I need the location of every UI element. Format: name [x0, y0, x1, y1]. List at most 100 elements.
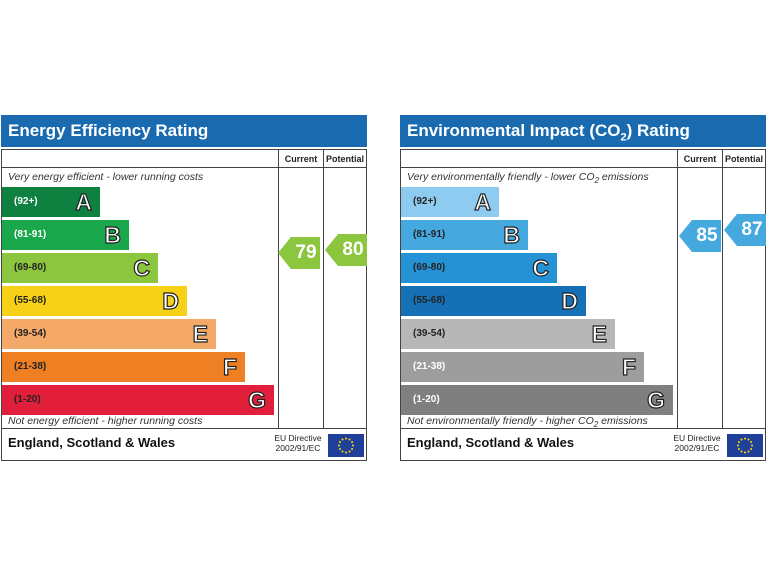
- band-d: (55-68) D: [401, 286, 586, 316]
- footer-divider: [401, 428, 765, 429]
- band-range-label: (1-20): [14, 394, 41, 405]
- band-f: (21-38) F: [2, 352, 245, 382]
- band-letter: G: [647, 386, 666, 413]
- top-note-subscript: 2: [594, 176, 599, 186]
- eu-flag-star: [345, 451, 347, 454]
- eu-flag-star: [747, 450, 750, 453]
- band-letter: B: [104, 221, 122, 248]
- band-range-label: (81-91): [413, 229, 446, 240]
- environmental-impact-panel: Environmental Impact (CO2) Rating Curren…: [400, 115, 766, 461]
- band-letter: B: [503, 221, 521, 248]
- top-note-main: Very environmentally friendly - lower CO: [407, 171, 595, 183]
- potential-header: Potential: [325, 154, 364, 164]
- eu-directive-line2: 2002/91/EC: [275, 443, 321, 453]
- footer-divider: [2, 428, 366, 429]
- eu-flag-star: [351, 448, 354, 450]
- band-range-label: (81-91): [14, 229, 47, 240]
- eu-flag-star: [750, 448, 753, 450]
- band-range-label: (21-38): [14, 361, 47, 372]
- eu-flag-star: [352, 444, 354, 447]
- band-e: (39-54) E: [401, 319, 615, 349]
- band-a: (92+) A: [401, 187, 499, 217]
- band-range-label: (69-80): [14, 262, 47, 273]
- column-divider: [722, 150, 723, 428]
- band-letter: D: [561, 287, 579, 314]
- eu-flag-star: [737, 448, 740, 450]
- eu-flag-star: [737, 441, 740, 443]
- header-divider: [401, 167, 765, 168]
- potential-header: Potential: [724, 154, 763, 164]
- pointer-arrow-shape: [724, 214, 766, 246]
- band-range-label: (39-54): [14, 328, 47, 339]
- energy-efficiency-panel: Energy Efficiency Rating Current Potenti…: [1, 115, 367, 461]
- band-g: (1-20) G: [2, 385, 274, 415]
- top-note: Very environmentally friendly - lower CO…: [407, 171, 649, 185]
- eu-flag-star: [351, 441, 354, 443]
- band-range-label: (39-54): [413, 328, 446, 339]
- eu-flag-star: [341, 438, 344, 441]
- band-g: (1-20) G: [401, 385, 673, 415]
- eu-flag-star: [338, 444, 340, 447]
- band-range-label: (69-80): [413, 262, 446, 273]
- region-label: England, Scotland & Wales: [407, 435, 575, 450]
- eu-directive-label: EU Directive 2002/91/EC: [270, 433, 326, 453]
- band-d: (55-68) D: [2, 286, 187, 316]
- eu-flag-star: [747, 438, 750, 441]
- title-subscript: 2: [620, 131, 627, 144]
- band-letter: A: [474, 188, 492, 215]
- band-letter: E: [591, 320, 608, 347]
- current-rating-pointer: 79: [278, 237, 320, 269]
- band-letter: D: [162, 287, 180, 314]
- panel-title: Energy Efficiency Rating: [1, 115, 367, 147]
- band-letter: C: [133, 254, 151, 281]
- band-letter: C: [532, 254, 550, 281]
- current-header: Current: [683, 154, 717, 164]
- band-letter: A: [75, 188, 93, 215]
- band-range-label: (21-38): [413, 361, 446, 372]
- bottom-note: Not environmentally friendly - higher CO…: [407, 415, 648, 429]
- eu-flag-star: [744, 451, 746, 454]
- eu-flag-star: [744, 437, 746, 440]
- current-rating-value: 85: [696, 225, 718, 246]
- bottom-note-subscript: 2: [593, 420, 599, 430]
- band-f: (21-38) F: [401, 352, 644, 382]
- title-main: Environmental Impact (CO: [407, 121, 621, 140]
- bottom-note: Not energy efficient - higher running co…: [8, 415, 203, 427]
- band-b: (81-91) B: [401, 220, 528, 250]
- eu-flag-star: [750, 441, 753, 443]
- eu-flag-star: [345, 437, 347, 440]
- current-rating-value: 79: [295, 242, 317, 263]
- band-range-label: (92+): [14, 196, 38, 207]
- eu-directive-line2: 2002/91/EC: [674, 443, 720, 453]
- eu-flag-star: [737, 444, 739, 447]
- current-rating-pointer: 85: [679, 220, 721, 252]
- bottom-note-main: Not environmentally friendly - higher CO: [407, 415, 594, 427]
- column-divider: [323, 150, 324, 428]
- potential-rating-value: 87: [741, 219, 763, 240]
- header-divider: [2, 167, 366, 168]
- panel-title: Environmental Impact (CO2) Rating: [400, 115, 766, 147]
- eu-directive-line1: EU Directive: [274, 433, 322, 443]
- band-c: (69-80) C: [2, 253, 158, 283]
- eu-flag-star: [338, 441, 341, 443]
- band-letter: E: [192, 320, 209, 347]
- band-range-label: (1-20): [413, 394, 440, 405]
- top-note-end: emissions: [598, 171, 649, 183]
- band-e: (39-54) E: [2, 319, 216, 349]
- eu-directive-label: EU Directive 2002/91/EC: [669, 433, 725, 453]
- top-note: Very energy efficient - lower running co…: [8, 171, 204, 183]
- bottom-note-end: emissions: [598, 415, 648, 427]
- band-letter: G: [248, 386, 267, 413]
- potential-rating-value: 80: [342, 239, 364, 260]
- band-c: (69-80) C: [401, 253, 557, 283]
- band-range-label: (55-68): [14, 295, 47, 306]
- eu-flag-star: [348, 450, 351, 453]
- panel-body: Current Potential Very energy efficient …: [1, 149, 367, 461]
- band-letter: F: [621, 353, 636, 380]
- eu-flag-star: [338, 448, 341, 450]
- band-range-label: (55-68): [413, 295, 446, 306]
- eu-flag-icon: [727, 434, 763, 457]
- column-divider: [677, 150, 678, 428]
- column-divider: [278, 150, 279, 428]
- eu-flag-icon: [328, 434, 364, 457]
